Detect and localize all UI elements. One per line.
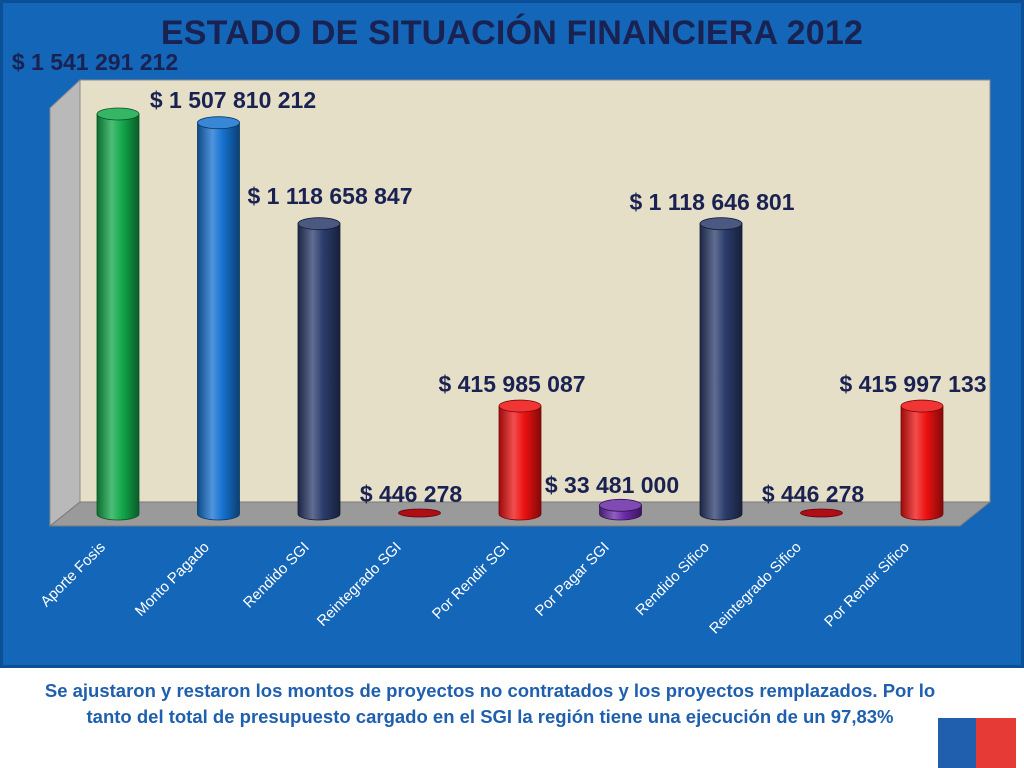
bar-top bbox=[297, 217, 341, 231]
bar-top bbox=[900, 399, 944, 413]
data-label: $ 33 481 000 bbox=[545, 472, 679, 498]
data-label: $ 415 997 133 bbox=[839, 371, 986, 397]
bar-body bbox=[297, 223, 341, 521]
bar-top bbox=[96, 107, 140, 121]
slide-background: ESTADO DE SITUACIÓN FINANCIERA 2012 $ 1 … bbox=[0, 0, 1024, 668]
bar-disc bbox=[800, 508, 843, 518]
bar-body bbox=[699, 223, 743, 521]
footer-note: Se ajustaron y restaron los montos de pr… bbox=[44, 680, 936, 727]
footer: Se ajustaron y restaron los montos de pr… bbox=[0, 668, 1024, 768]
bar-top bbox=[197, 116, 240, 130]
data-label: $ 1 118 658 847 bbox=[248, 183, 413, 209]
data-label: $ 1 118 646 801 bbox=[630, 189, 795, 215]
bar-reintegrado-sgi bbox=[398, 508, 441, 518]
bar-top bbox=[699, 217, 743, 231]
bar-aporte-fosis bbox=[96, 107, 140, 521]
bar-rendido-sgi bbox=[297, 217, 341, 521]
data-label: $ 1 507 810 212 bbox=[150, 87, 316, 113]
bar-rendido-sifico bbox=[699, 217, 743, 521]
bar-disc bbox=[398, 508, 441, 518]
data-label: $ 446 278 bbox=[360, 481, 463, 507]
bar-top bbox=[498, 399, 542, 413]
slide-frame bbox=[0, 0, 1024, 668]
chart-plot: $ 1 541 291 212 $ 1 507 810 212 $ 1 118 65… bbox=[12, 49, 992, 638]
government-flag-logo bbox=[938, 708, 1016, 768]
chart-title: ESTADO DE SITUACIÓN FINANCIERA 2012 bbox=[160, 14, 864, 52]
bar-body bbox=[197, 122, 240, 521]
bar-por-rendir-sifico bbox=[900, 399, 944, 521]
bar-por-rendir-sgi bbox=[498, 399, 542, 521]
bar-body bbox=[96, 113, 140, 521]
bar-monto-pagado bbox=[197, 116, 240, 521]
data-label: $ 415 985 087 bbox=[438, 371, 585, 397]
bar-body bbox=[900, 405, 944, 521]
data-label: $ 1 541 291 212 bbox=[12, 49, 178, 75]
bar-top bbox=[599, 498, 642, 512]
bar-por-pagar-sgi bbox=[599, 498, 642, 521]
data-label: $ 446 278 bbox=[762, 481, 865, 507]
bar-body bbox=[498, 405, 542, 521]
bar-reintegrado-sifico bbox=[800, 508, 843, 518]
